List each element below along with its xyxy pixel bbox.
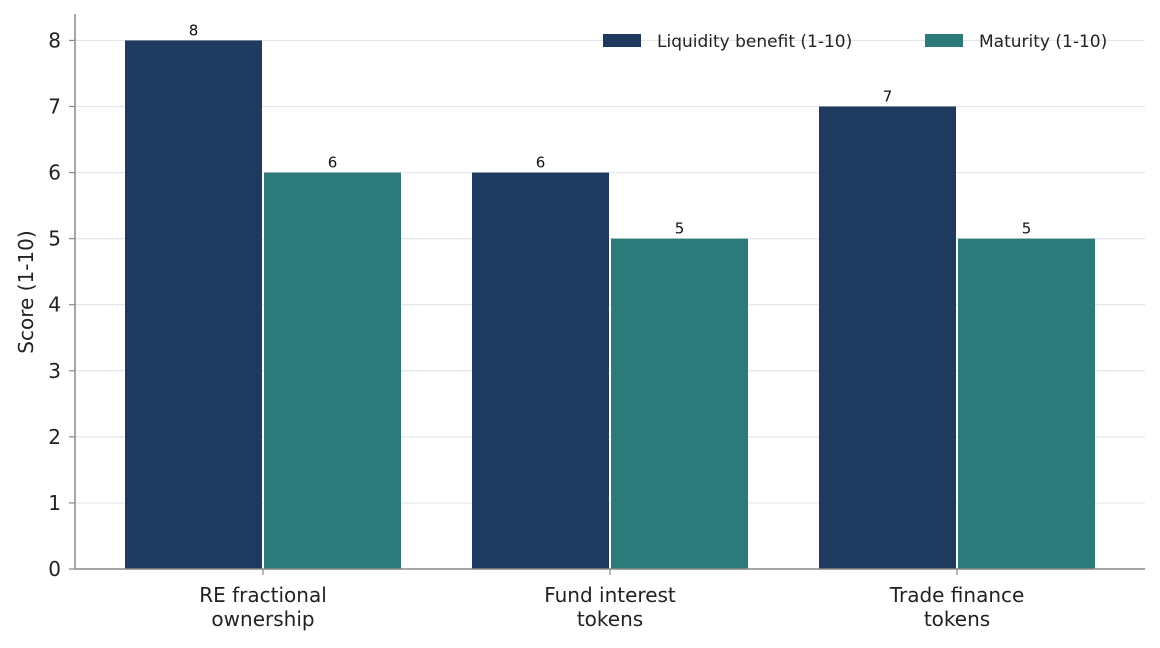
y-axis-label: Score (1-10) bbox=[14, 230, 38, 353]
y-tick-label: 0 bbox=[48, 557, 61, 581]
bar-value-label: 6 bbox=[536, 154, 546, 172]
y-tick-label: 1 bbox=[48, 491, 61, 515]
x-tick-label: Trade finance bbox=[889, 583, 1025, 607]
bars bbox=[125, 40, 1095, 570]
bar bbox=[958, 238, 1095, 569]
x-tick-label: tokens bbox=[577, 607, 643, 631]
y-tick-label: 6 bbox=[48, 161, 61, 185]
bar bbox=[819, 106, 956, 569]
bar-value-label: 6 bbox=[328, 154, 338, 172]
legend-label: Maturity (1-10) bbox=[979, 32, 1107, 52]
y-tick-label: 7 bbox=[48, 95, 61, 119]
legend-label: Liquidity benefit (1-10) bbox=[657, 32, 852, 52]
bar bbox=[264, 172, 401, 570]
bar-value-label: 5 bbox=[675, 220, 685, 238]
bar bbox=[472, 172, 609, 570]
y-tick-label: 2 bbox=[48, 425, 61, 449]
x-tick-label: tokens bbox=[924, 607, 990, 631]
legend-swatch bbox=[603, 34, 641, 47]
y-tick-label: 8 bbox=[48, 28, 61, 52]
y-tick-label: 5 bbox=[48, 227, 61, 251]
x-tick-label: Fund interest bbox=[544, 583, 676, 607]
x-tick-label: RE fractional bbox=[199, 583, 327, 607]
data-labels: 8 6 7 6 5 5 bbox=[189, 21, 1032, 237]
legend: Liquidity benefit (1-10) Maturity (1-10) bbox=[603, 32, 1107, 52]
bar-value-label: 7 bbox=[883, 88, 893, 106]
y-tick-label: 4 bbox=[48, 293, 61, 317]
y-tick-label: 3 bbox=[48, 359, 61, 383]
x-tick-label: ownership bbox=[211, 607, 314, 631]
bar bbox=[125, 40, 262, 569]
bar-value-label: 8 bbox=[189, 21, 199, 39]
bar-value-label: 5 bbox=[1022, 220, 1032, 238]
bar bbox=[611, 238, 748, 569]
legend-swatch bbox=[925, 34, 963, 47]
y-ticks: 0 1 2 3 4 5 6 7 8 bbox=[48, 28, 75, 581]
